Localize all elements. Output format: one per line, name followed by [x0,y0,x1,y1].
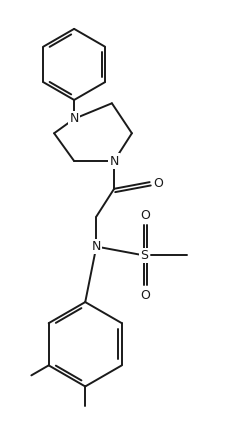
Text: N: N [91,240,101,253]
Text: N: N [109,154,118,168]
Text: N: N [69,112,79,125]
Text: S: S [140,249,147,262]
Text: O: O [140,209,149,222]
Text: O: O [140,289,149,302]
Text: O: O [153,177,163,190]
